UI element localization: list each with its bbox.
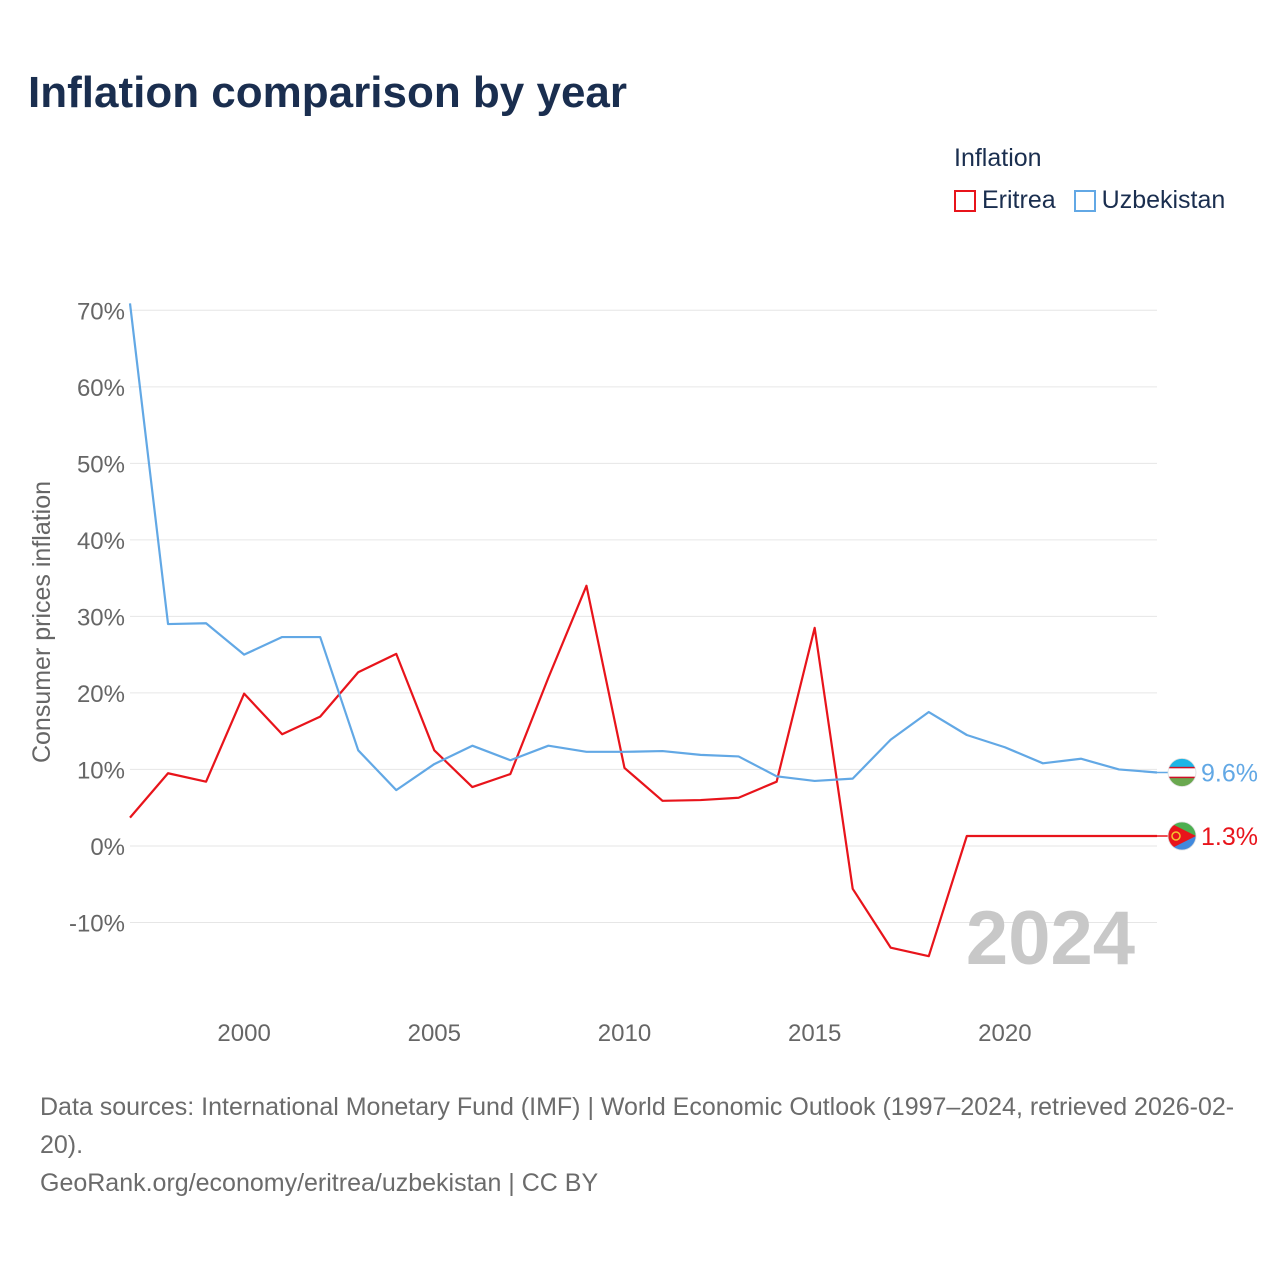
- credit-link[interactable]: GeoRank.org/economy/eritrea/uzbekistan |…: [40, 1169, 599, 1197]
- y-axis-label: Consumer prices inflation: [28, 481, 56, 763]
- x-tick-label: 2020: [978, 1020, 1031, 1047]
- y-tick-label: 10%: [77, 757, 125, 784]
- legend-swatch-eritrea: [954, 189, 976, 212]
- y-tick-label: 30%: [77, 604, 125, 631]
- legend-item-uzbekistan[interactable]: Uzbekistan: [1073, 186, 1226, 215]
- x-tick-label: 2010: [598, 1020, 651, 1047]
- data-sources: Data sources: International Monetary Fun…: [40, 1093, 1235, 1159]
- y-tick-label: 50%: [77, 451, 125, 478]
- x-tick-label: 2005: [408, 1020, 461, 1047]
- legend-item-eritrea[interactable]: Eritrea: [954, 186, 1056, 215]
- y-tick-label: 0%: [90, 834, 125, 861]
- year-watermark: 2024: [966, 896, 1135, 981]
- chart-title: Inflation comparison by year: [28, 68, 628, 117]
- legend: Eritrea Uzbekistan: [954, 186, 1225, 215]
- series-line-uzbekistan[interactable]: [128, 303, 1158, 792]
- legend-label-eritrea: Eritrea: [982, 186, 1056, 214]
- uzbekistan-flag-icon: [1167, 758, 1197, 787]
- x-tick-label: 2000: [217, 1020, 270, 1047]
- legend-swatch-uzbekistan: [1073, 189, 1096, 212]
- x-tick-label: 2015: [788, 1020, 841, 1047]
- line-chart: 70% 60% 50% 40% 30% 20% 10% 0% -10% 2000 2005 2010…: [28, 298, 1258, 1047]
- legend-label-uzbekistan: Uzbekistan: [1101, 186, 1226, 214]
- end-value-label-uzbekistan: 9.6%: [1201, 759, 1258, 787]
- y-tick-label: 20%: [77, 681, 125, 708]
- y-tick-label: 70%: [77, 298, 125, 325]
- y-tick-label: -10%: [69, 910, 125, 937]
- end-value-label-eritrea: 1.3%: [1201, 823, 1258, 851]
- y-tick-label: 60%: [77, 375, 125, 402]
- series-line-eritrea[interactable]: [129, 584, 1157, 958]
- legend-title: Inflation: [954, 144, 1042, 172]
- y-tick-label: 40%: [77, 528, 125, 555]
- eritrea-flag-icon: [1167, 821, 1197, 851]
